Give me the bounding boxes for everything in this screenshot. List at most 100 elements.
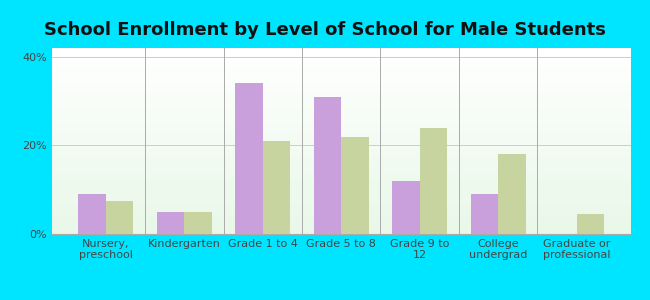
Bar: [52, 219, 630, 221]
Bar: [52, 56, 630, 57]
Bar: [392, 181, 420, 234]
Bar: [52, 61, 630, 63]
Bar: [52, 184, 630, 186]
Bar: [52, 225, 630, 226]
Bar: [52, 143, 630, 145]
Bar: [52, 232, 630, 234]
Bar: [52, 102, 630, 104]
Bar: [52, 80, 630, 82]
Bar: [52, 210, 630, 212]
Bar: [52, 117, 630, 119]
Bar: [52, 132, 630, 134]
Bar: [52, 57, 630, 59]
Bar: [52, 119, 630, 121]
Bar: [52, 167, 630, 169]
Bar: [52, 68, 630, 70]
Bar: [52, 169, 630, 171]
Bar: [52, 135, 630, 137]
Bar: [52, 67, 630, 68]
Bar: [52, 172, 630, 175]
Bar: [184, 212, 212, 234]
Bar: [52, 163, 630, 165]
Bar: [52, 83, 630, 85]
Bar: [52, 110, 630, 111]
Bar: [52, 193, 630, 195]
Bar: [52, 126, 630, 128]
Bar: [52, 128, 630, 130]
Bar: [52, 176, 630, 178]
Bar: [52, 226, 630, 228]
Bar: [52, 165, 630, 167]
Bar: [52, 199, 630, 200]
Bar: [52, 141, 630, 143]
Bar: [52, 82, 630, 83]
Bar: [52, 175, 630, 176]
Bar: [52, 70, 630, 72]
Bar: [52, 206, 630, 208]
Bar: [52, 54, 630, 56]
Bar: [52, 160, 630, 161]
Bar: [52, 96, 630, 98]
Bar: [52, 93, 630, 94]
Bar: [52, 98, 630, 100]
Bar: [577, 214, 604, 234]
Bar: [106, 201, 133, 234]
Bar: [52, 74, 630, 76]
Bar: [341, 136, 369, 234]
Bar: [471, 194, 499, 234]
Bar: [52, 217, 630, 219]
Bar: [52, 94, 630, 96]
Bar: [52, 48, 630, 50]
Bar: [52, 204, 630, 206]
Bar: [52, 134, 630, 135]
Bar: [52, 180, 630, 182]
Bar: [52, 147, 630, 148]
Bar: [52, 161, 630, 163]
Bar: [52, 76, 630, 78]
Bar: [52, 121, 630, 122]
Bar: [52, 150, 630, 152]
Bar: [52, 158, 630, 160]
Bar: [52, 186, 630, 188]
Bar: [52, 152, 630, 154]
Bar: [52, 122, 630, 124]
Bar: [157, 212, 184, 234]
Bar: [52, 115, 630, 117]
Bar: [52, 215, 630, 217]
Bar: [52, 148, 630, 150]
Bar: [52, 50, 630, 52]
Bar: [52, 130, 630, 132]
Bar: [499, 154, 526, 234]
Bar: [52, 154, 630, 156]
Bar: [52, 212, 630, 214]
Bar: [52, 124, 630, 126]
Bar: [52, 65, 630, 67]
Bar: [52, 182, 630, 184]
Text: School Enrollment by Level of School for Male Students: School Enrollment by Level of School for…: [44, 21, 606, 39]
Bar: [263, 141, 291, 234]
Bar: [52, 104, 630, 106]
Bar: [52, 52, 630, 54]
Bar: [52, 100, 630, 102]
Bar: [52, 178, 630, 180]
Bar: [52, 223, 630, 225]
Bar: [52, 59, 630, 61]
Bar: [52, 111, 630, 113]
Bar: [420, 128, 447, 234]
Bar: [52, 228, 630, 230]
Bar: [235, 83, 263, 234]
Bar: [52, 208, 630, 210]
Bar: [52, 221, 630, 223]
Bar: [78, 194, 106, 234]
Bar: [314, 97, 341, 234]
Bar: [52, 197, 630, 199]
Bar: [52, 63, 630, 65]
Bar: [52, 72, 630, 74]
Bar: [52, 200, 630, 202]
Bar: [52, 89, 630, 91]
Bar: [52, 145, 630, 147]
Bar: [52, 91, 630, 93]
Bar: [52, 139, 630, 141]
Bar: [52, 230, 630, 232]
Bar: [52, 87, 630, 89]
